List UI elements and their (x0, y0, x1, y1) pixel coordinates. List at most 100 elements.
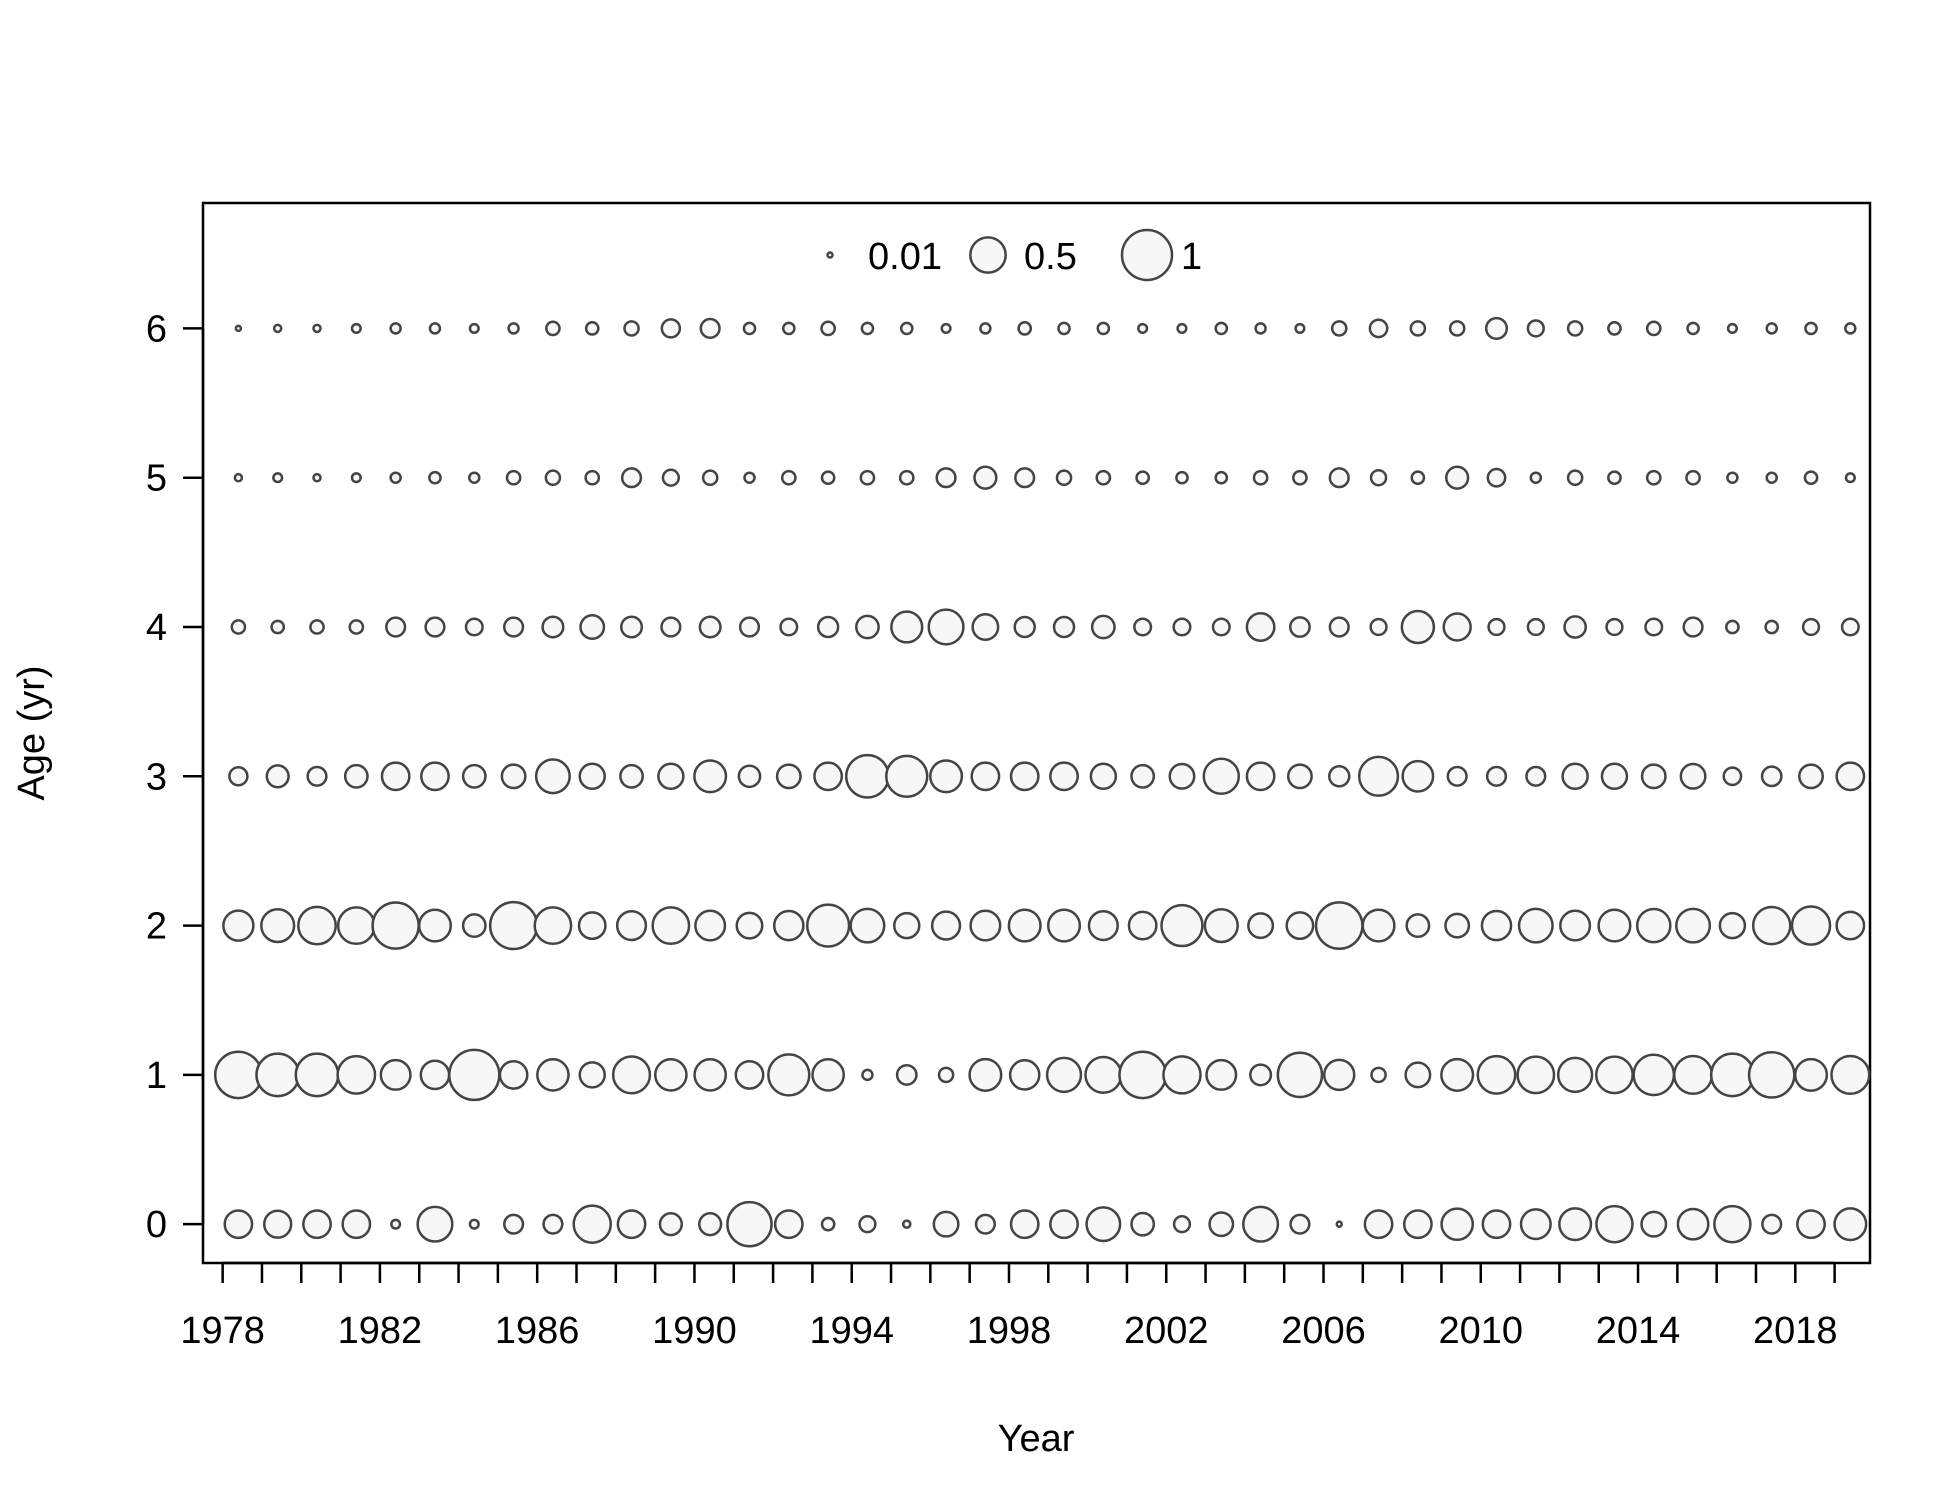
bubble (1095, 469, 1112, 486)
bubble (820, 1216, 836, 1232)
legend-label: 1 (1181, 236, 1202, 278)
bubble (820, 320, 836, 337)
x-tick-label: 2002 (1124, 1310, 1209, 1352)
bubble (336, 1054, 377, 1095)
y-tick-label: 4 (146, 607, 167, 649)
bubble (461, 763, 487, 789)
bubble (1798, 763, 1825, 790)
bubble (1594, 1055, 1634, 1095)
bubble (1761, 1213, 1783, 1235)
bubble (1172, 617, 1192, 637)
bubble (419, 1059, 451, 1091)
bubble (1686, 321, 1700, 336)
bubble (461, 913, 487, 939)
x-tick-label: 1998 (967, 1310, 1052, 1352)
bubble (1214, 321, 1229, 336)
bubble (1249, 1063, 1273, 1087)
bubble (735, 911, 764, 940)
bubble (773, 1209, 804, 1240)
y-tick-label: 1 (146, 1055, 167, 1097)
bubble (1175, 470, 1189, 485)
bubble (849, 907, 886, 944)
bubble (1840, 617, 1860, 637)
bubble (1017, 321, 1033, 336)
bubble (1363, 1209, 1394, 1240)
bubble (1211, 617, 1231, 637)
bubble (1481, 1209, 1512, 1240)
bubble (1804, 321, 1818, 336)
bubble (1007, 908, 1042, 943)
bubble (1401, 759, 1435, 793)
bubble (1801, 617, 1821, 637)
bubble (1556, 1056, 1594, 1094)
bubble (1130, 1211, 1156, 1237)
bubble (502, 616, 525, 638)
bubble (1607, 470, 1622, 486)
bubble (1292, 469, 1308, 486)
bubble (726, 1200, 773, 1248)
bubble (312, 323, 322, 334)
bubble (1404, 1061, 1432, 1089)
bubble (234, 324, 243, 333)
bubble (767, 1053, 811, 1097)
bubble (1252, 469, 1269, 486)
bubble (901, 1219, 912, 1229)
bubble (1844, 322, 1857, 335)
bubble (734, 1059, 765, 1090)
bubble (389, 322, 402, 335)
bubble (737, 764, 762, 789)
bubble (1090, 614, 1116, 640)
bubble (1600, 762, 1629, 791)
bubble (1679, 762, 1707, 790)
bubble (937, 1066, 955, 1084)
bubble (693, 1058, 728, 1092)
bubble (572, 1204, 613, 1244)
bubble (1046, 908, 1082, 943)
bubble (772, 909, 805, 942)
bubble (1765, 322, 1778, 335)
bubble (1096, 321, 1111, 336)
bubble (660, 616, 682, 638)
bubble (272, 472, 284, 484)
legend: 0.01 0.5 1 (826, 228, 1202, 282)
bubble (1087, 909, 1119, 942)
bubble (1322, 1058, 1356, 1092)
bubbles (213, 316, 1871, 1248)
bubble (1328, 616, 1350, 638)
bubble (1057, 321, 1071, 336)
bubble (1176, 322, 1188, 334)
bubble (578, 1061, 606, 1089)
bubble (932, 1210, 960, 1238)
bubble (927, 608, 965, 646)
bubble (619, 615, 644, 639)
bubble (1640, 1210, 1668, 1238)
bubble (893, 911, 921, 940)
bubble (230, 619, 247, 635)
bubble (1607, 321, 1622, 336)
bubble (1640, 763, 1667, 790)
bubble (1790, 905, 1832, 946)
bubble (1476, 1054, 1517, 1095)
bubble (1747, 1050, 1796, 1099)
bubble (935, 467, 957, 489)
bubble (1409, 320, 1427, 337)
bubble (1440, 1207, 1475, 1242)
bubble (1205, 1058, 1238, 1091)
bubble (468, 1218, 480, 1230)
y-axis: 0 1 2 3 4 5 6 (146, 308, 205, 1246)
bubble (701, 469, 719, 487)
bubble (534, 758, 571, 795)
y-tick-label: 6 (146, 308, 167, 350)
bubble (1172, 1215, 1192, 1234)
bubble (1448, 320, 1466, 337)
bubble (348, 619, 365, 635)
bubble (1089, 762, 1118, 791)
x-tick-label: 1990 (652, 1310, 737, 1352)
bubble (255, 1052, 301, 1098)
bubble (544, 469, 562, 487)
bubble (306, 765, 328, 787)
bubble (416, 1205, 454, 1243)
bubble (1369, 468, 1388, 487)
bubble (651, 906, 691, 946)
